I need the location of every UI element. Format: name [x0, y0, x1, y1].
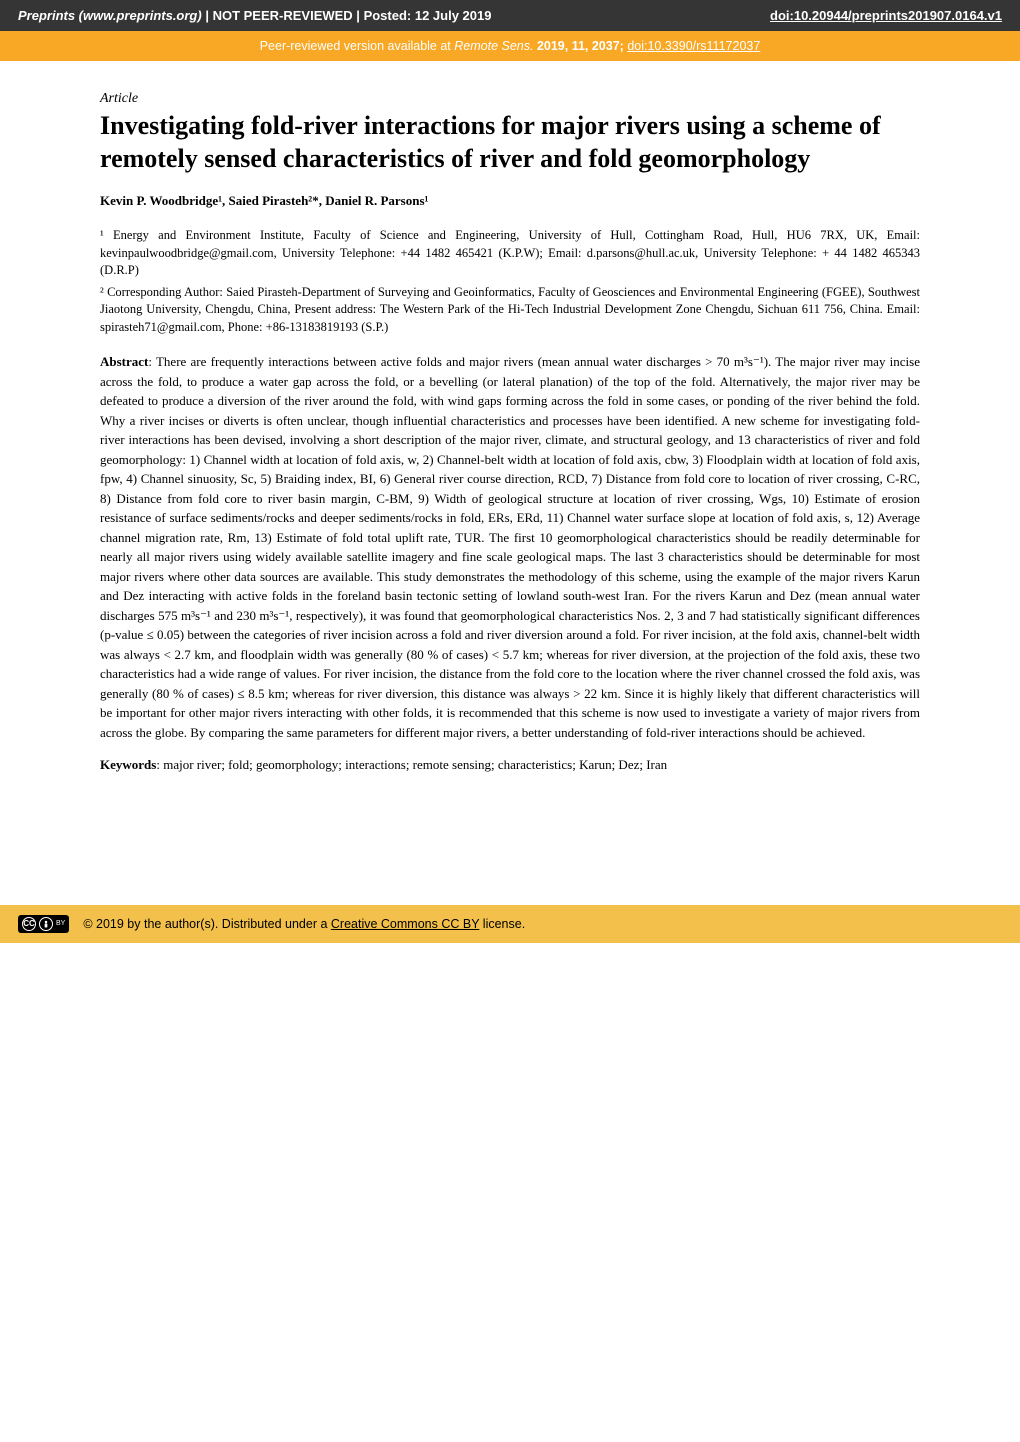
preprint-doi-link[interactable]: doi:10.20944/preprints201907.0164.v1: [770, 8, 1002, 23]
preprint-site: Preprints (www.preprints.org): [18, 8, 202, 23]
peer-reviewed-prefix: Peer-reviewed version available at: [260, 39, 455, 53]
article-type: Article: [100, 91, 920, 107]
preprint-status: | NOT PEER-REVIEWED |: [202, 8, 364, 23]
by-text: BY: [56, 920, 65, 927]
preprint-posted: Posted: 12 July 2019: [364, 8, 492, 23]
article-content: Article Investigating fold-river interac…: [0, 61, 1020, 805]
peer-reviewed-journal: Remote Sens.: [454, 39, 533, 53]
footer-prefix: © 2019 by the author(s). Distributed und…: [83, 917, 331, 931]
footer-text: © 2019 by the author(s). Distributed und…: [83, 917, 525, 931]
license-link[interactable]: Creative Commons CC BY: [331, 917, 479, 931]
footer-suffix: license.: [479, 917, 525, 931]
abstract-block: Abstract: There are frequently interacti…: [100, 352, 920, 742]
cc-icon: CC: [22, 917, 36, 931]
peer-reviewed-bar: Peer-reviewed version available at Remot…: [0, 31, 1020, 61]
by-icon: [39, 917, 53, 931]
abstract-label: Abstract: [100, 354, 148, 369]
affiliation-1: ¹ Energy and Environment Institute, Facu…: [100, 227, 920, 280]
peer-reviewed-doi-link[interactable]: doi:10.3390/rs11172037: [627, 39, 760, 53]
preprint-top-bar: Preprints (www.preprints.org) | NOT PEER…: [0, 0, 1020, 31]
affiliation-2: ² Corresponding Author: Saied Pirasteh-D…: [100, 284, 920, 337]
preprint-info-left: Preprints (www.preprints.org) | NOT PEER…: [18, 8, 491, 23]
keywords-text: : major river; fold; geomorphology; inte…: [156, 757, 667, 772]
keywords-label: Keywords: [100, 757, 156, 772]
cc-by-badge-icon: CC BY: [18, 915, 69, 933]
peer-reviewed-yearvol: 2019, 11, 2037;: [533, 39, 627, 53]
license-footer: CC BY © 2019 by the author(s). Distribut…: [0, 905, 1020, 943]
abstract-text: : There are frequently interactions betw…: [100, 354, 920, 740]
keywords-block: Keywords: major river; fold; geomorpholo…: [100, 756, 920, 775]
article-authors: Kevin P. Woodbridge¹, Saied Pirasteh²*, …: [100, 193, 920, 209]
article-title: Investigating fold-river interactions fo…: [100, 110, 920, 175]
